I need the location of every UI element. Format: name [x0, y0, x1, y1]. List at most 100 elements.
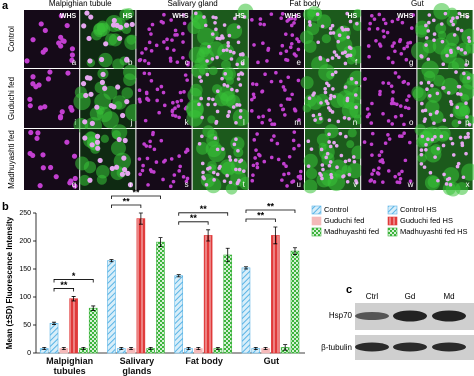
- nucleus: [447, 176, 452, 181]
- cell: [303, 40, 317, 53]
- nucleus: [138, 172, 142, 177]
- nucleus: [250, 178, 255, 183]
- lane-label: Gd: [405, 292, 416, 301]
- nucleus: [434, 111, 439, 115]
- row-label: Control: [7, 26, 16, 52]
- cell: [324, 124, 339, 139]
- y-tick-label: 200: [19, 238, 31, 245]
- micrograph: [136, 10, 192, 68]
- nucleus: [278, 51, 283, 56]
- nucleus: [386, 132, 390, 137]
- nucleus: [227, 110, 232, 114]
- nucleus: [349, 76, 354, 81]
- nucleus: [345, 98, 350, 103]
- error-bar: [215, 347, 220, 351]
- cell: [206, 133, 220, 147]
- nucleus: [424, 147, 428, 152]
- bar: [88, 307, 98, 354]
- nucleus: [288, 45, 293, 50]
- nucleus: [367, 27, 372, 31]
- nucleus: [81, 23, 87, 29]
- nucleus: [403, 105, 408, 110]
- nucleus: [234, 120, 238, 125]
- nucleus: [234, 167, 238, 172]
- nucleus: [99, 79, 106, 85]
- nucleus: [256, 60, 260, 65]
- nucleus: [86, 35, 92, 42]
- nucleus: [432, 38, 436, 43]
- nucleus: [183, 150, 188, 154]
- nucleus: [119, 171, 126, 177]
- nucleus: [459, 48, 464, 52]
- nucleus: [225, 84, 230, 88]
- nucleus: [292, 130, 297, 134]
- cell: [316, 14, 332, 29]
- condition-label: WHS: [397, 13, 414, 20]
- nucleus: [47, 69, 53, 75]
- significance-bracket: [178, 212, 229, 216]
- nucleus: [27, 150, 33, 157]
- micrograph: [80, 8, 140, 71]
- legend-swatch: [311, 205, 322, 215]
- nucleus: [181, 31, 185, 36]
- cell: [316, 133, 330, 147]
- nucleus: [127, 182, 134, 188]
- nucleus: [236, 72, 241, 77]
- nucleus: [254, 82, 259, 87]
- nucleus: [159, 19, 164, 24]
- nucleus: [325, 58, 330, 63]
- nucleus: [365, 107, 370, 111]
- nucleus: [258, 22, 263, 26]
- nucleus: [173, 33, 177, 37]
- nucleus: [181, 55, 185, 60]
- nucleus: [372, 180, 377, 184]
- nucleus: [331, 31, 336, 35]
- nucleus: [142, 142, 146, 146]
- nucleus: [100, 71, 106, 77]
- nucleus: [69, 46, 76, 52]
- nucleus: [408, 179, 413, 184]
- nucleus: [148, 144, 152, 149]
- nucleus: [456, 27, 460, 31]
- nucleus: [341, 174, 346, 178]
- y-axis-label: Mean (±SD) Fluorescence Intensity: [5, 216, 14, 349]
- nucleus: [215, 172, 220, 177]
- nucleus: [372, 17, 377, 21]
- nucleus: [221, 147, 225, 151]
- nucleus: [343, 159, 348, 164]
- nucleus: [207, 44, 211, 49]
- nucleus: [266, 48, 270, 52]
- nucleus: [199, 79, 204, 83]
- nucleus: [381, 160, 385, 165]
- nucleus: [33, 84, 39, 90]
- nucleus: [200, 115, 204, 120]
- cell: [225, 182, 238, 195]
- nucleus: [424, 36, 429, 40]
- cell: [432, 37, 450, 55]
- bar: [69, 298, 78, 354]
- nucleus: [210, 32, 215, 36]
- micrograph: [361, 10, 417, 68]
- nucleus: [355, 21, 359, 26]
- nucleus: [459, 28, 464, 33]
- nucleus: [320, 24, 325, 29]
- nucleus: [327, 132, 331, 137]
- nucleus: [232, 50, 236, 55]
- nucleus: [466, 131, 470, 136]
- nucleus: [269, 138, 274, 142]
- nucleus: [286, 171, 291, 176]
- legend-swatch: [387, 205, 398, 215]
- nucleus: [163, 158, 167, 163]
- nucleus: [316, 40, 321, 45]
- nucleus: [274, 70, 278, 75]
- nucleus: [186, 62, 190, 67]
- nucleus: [222, 179, 227, 183]
- panel-letter: n: [353, 118, 357, 127]
- nucleus: [27, 96, 33, 102]
- nucleus: [197, 141, 202, 146]
- nucleus: [311, 93, 315, 97]
- cell: [121, 87, 134, 99]
- nucleus: [88, 91, 94, 97]
- nucleus: [255, 162, 259, 166]
- error-bar: [61, 347, 66, 351]
